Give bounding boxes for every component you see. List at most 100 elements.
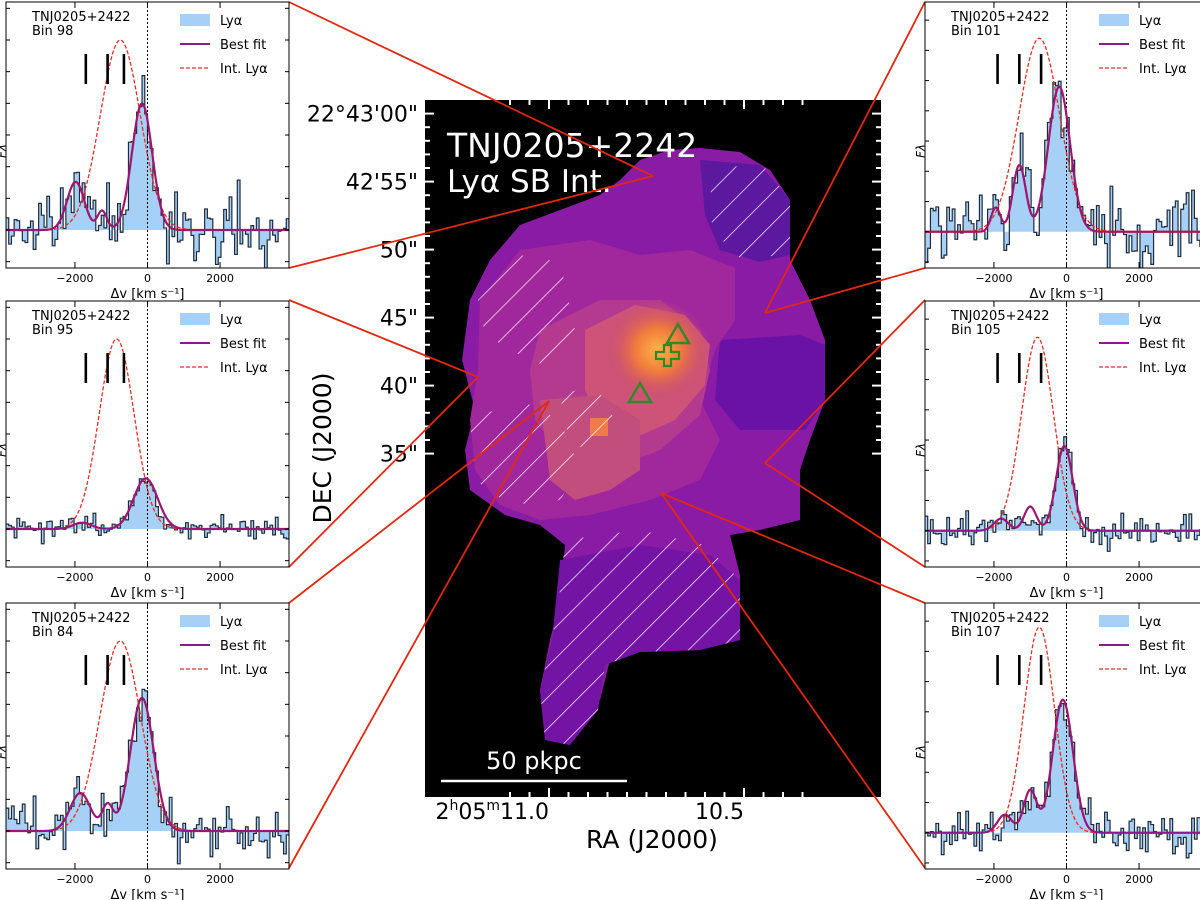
x-tick-label: −2000 [975, 272, 1012, 285]
intrinsic-lya-curve [925, 37, 1200, 233]
panel-target-label: TNJ0205+2422 [950, 611, 1050, 626]
x-tick-label: 2000 [1125, 571, 1153, 584]
panel-xlabel: Δv [km s⁻¹] [110, 287, 184, 302]
panel-ylabel: Fλ [0, 144, 9, 158]
legend-label-data: Lyα [1139, 14, 1161, 29]
x-tick-label: 2000 [1125, 272, 1153, 285]
best-fit-curve [6, 102, 289, 231]
panel-plot-area [6, 2, 289, 268]
legend-label-fit: Best fit [220, 639, 266, 654]
legend-label-intrinsic: Int. Lyα [220, 361, 268, 376]
panel-plot-area [925, 603, 1200, 869]
legend-swatch-data [180, 14, 210, 26]
lya-data-fill [925, 703, 1200, 858]
legend-label-intrinsic: Int. Lyα [220, 663, 268, 678]
panel-target-label: TNJ0205+2422 [950, 10, 1050, 25]
panel-plot-area [6, 301, 289, 567]
panel-xlabel: Δv [km s⁻¹] [1029, 586, 1103, 601]
legend-label-fit: Best fit [1139, 38, 1185, 53]
panel-ylabel: Fλ [0, 745, 9, 759]
emission-core [606, 300, 710, 400]
map-xlabel: RA (J2000) [586, 825, 718, 854]
panel-bin-label: Bin 95 [32, 323, 73, 338]
panel-bin-label: Bin 98 [32, 24, 73, 39]
lya-map: TNJ0205+2242 Lyα SB Int. 50 pkpc RA (J20… [307, 100, 881, 854]
hatch-region-center [560, 385, 615, 450]
panel-ylabel: Fλ [914, 144, 928, 158]
panel-bin-label: Bin 84 [32, 625, 73, 640]
connector-lines [288, 1, 926, 869]
best-fit-curve [6, 697, 289, 832]
dec-tick-label: 35" [380, 443, 418, 468]
legend-label-intrinsic: Int. Lyα [220, 62, 268, 77]
triangle-marker [664, 321, 692, 345]
map-title-line2: Lyα SB Int. [447, 164, 612, 200]
legend-swatch-data [1099, 313, 1129, 325]
panel-ylabel: Fλ [914, 443, 928, 457]
ra-tick-label: 2h05m11.0 [436, 798, 550, 825]
dec-tick-label: 40" [380, 375, 418, 400]
best-fit-curve [925, 698, 1200, 834]
x-tick-label: 0 [144, 873, 151, 886]
panel-target-label: TNJ0205+2422 [31, 10, 131, 25]
legend-label-intrinsic: Int. Lyα [1139, 663, 1187, 678]
x-tick-label: 0 [144, 272, 151, 285]
legend-label-data: Lyα [1139, 615, 1161, 630]
panel-ylabel: Fλ [0, 443, 9, 457]
x-tick-label: 2000 [206, 571, 234, 584]
panel-xlabel: Δv [km s⁻¹] [1029, 888, 1103, 900]
hatch-region-topright [710, 165, 790, 258]
x-tick-label: 2000 [206, 873, 234, 886]
legend-swatch-data [1099, 615, 1129, 627]
legend-label-fit: Best fit [1139, 639, 1185, 654]
lya-data-fill [6, 478, 289, 544]
panel-plot-area [925, 2, 1200, 268]
dec-tick-label: 42'55" [346, 171, 418, 196]
legend-label-intrinsic: Int. Lyα [1139, 361, 1187, 376]
panel-target-label: TNJ0205+2422 [950, 309, 1050, 324]
hatch-region-tail [540, 530, 740, 745]
dec-tick-label: 22°43'00" [307, 103, 418, 128]
panel-bin-label: Bin 107 [951, 625, 1001, 640]
legend-label-intrinsic: Int. Lyα [1139, 62, 1187, 77]
map-ticks [425, 100, 881, 797]
intrinsic-lya-curve [6, 640, 289, 832]
legend-swatch-data [180, 313, 210, 325]
x-tick-label: −2000 [975, 571, 1012, 584]
x-tick-label: −2000 [56, 873, 93, 886]
panel-plot-area [925, 301, 1200, 567]
x-tick-label: 0 [1063, 873, 1070, 886]
ra-tick-label: 10.5 [695, 800, 744, 825]
halo-region-blue-2 [715, 335, 825, 430]
hatch-region-left [478, 255, 575, 370]
dec-tick-label: 45" [380, 307, 418, 332]
x-tick-label: 0 [1063, 272, 1070, 285]
dec-tick-label: 50" [380, 239, 418, 264]
x-tick-label: 0 [1063, 571, 1070, 584]
hatch-region-lowerleft [470, 400, 580, 505]
map-ylabel: DEC (J2000) [308, 373, 337, 524]
legend-swatch-data [1099, 14, 1129, 26]
panel-ylabel: Fλ [914, 745, 928, 759]
x-tick-label: 2000 [206, 272, 234, 285]
legend-label-fit: Best fit [1139, 337, 1185, 352]
best-fit-curve [925, 445, 1200, 532]
panel-xlabel: Δv [km s⁻¹] [1029, 287, 1103, 302]
panel-target-label: TNJ0205+2422 [31, 611, 131, 626]
legend-label-data: Lyα [220, 14, 242, 29]
x-tick-label: −2000 [56, 272, 93, 285]
map-title-line1: TNJ0205+2242 [446, 126, 697, 165]
cross-marker [654, 343, 681, 368]
legend-label-data: Lyα [1139, 313, 1161, 328]
x-tick-label: −2000 [975, 873, 1012, 886]
scale-bar-label: 50 pkpc [486, 747, 582, 775]
lya-data-fill [925, 436, 1200, 552]
panel-plot-area [6, 603, 289, 869]
